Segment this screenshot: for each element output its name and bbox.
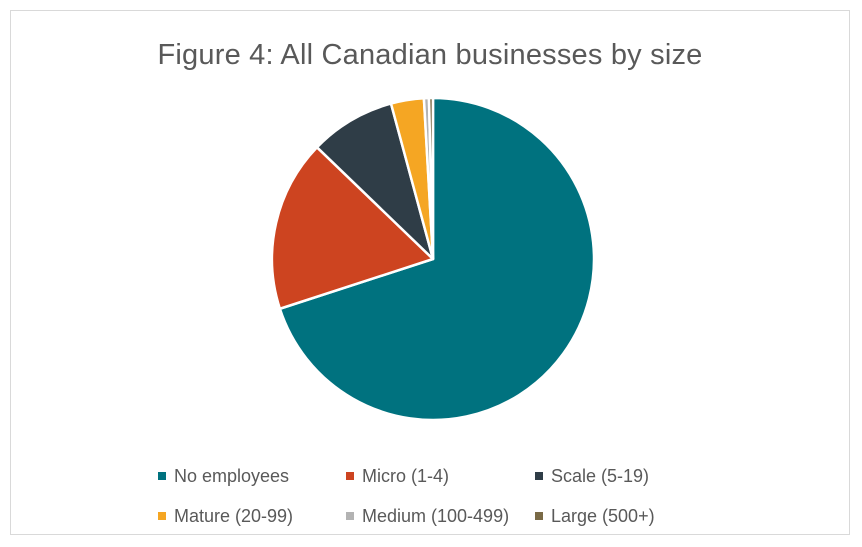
legend-swatch — [158, 512, 166, 520]
legend-item: Mature (20-99) — [158, 505, 293, 527]
legend-swatch — [535, 512, 543, 520]
legend-swatch — [158, 472, 166, 480]
legend-label: Scale (5-19) — [551, 465, 650, 486]
pie-slice-5 — [427, 96, 435, 261]
legend-label: Micro (1-4) — [362, 465, 450, 486]
chart-title: Figure 4: All Canadian businesses by siz… — [157, 39, 703, 71]
legend-label: No employees — [174, 465, 290, 486]
chart-frame: Figure 4: All Canadian businesses by siz… — [10, 10, 850, 535]
legend-item: No employees — [158, 465, 289, 487]
legend-item: Micro (1-4) — [346, 465, 449, 487]
legend-item: Large (500+) — [535, 505, 655, 527]
legend-label: Mature (20-99) — [174, 505, 294, 526]
pie-chart — [270, 96, 596, 422]
legend-label: Medium (100-499) — [362, 505, 510, 526]
legend-swatch — [346, 472, 354, 480]
legend-swatch — [535, 472, 543, 480]
legend-item: Scale (5-19) — [535, 465, 649, 487]
legend-swatch — [346, 512, 354, 520]
legend-item: Medium (100-499) — [346, 505, 509, 527]
pie-slice-0 — [278, 96, 596, 422]
pie-slice-2 — [315, 102, 435, 261]
legend-label: Large (500+) — [551, 505, 655, 526]
pie-slice-1 — [270, 146, 435, 310]
legend: No employees Micro (1-4) Scale (5-19) Matur… — [158, 455, 718, 535]
